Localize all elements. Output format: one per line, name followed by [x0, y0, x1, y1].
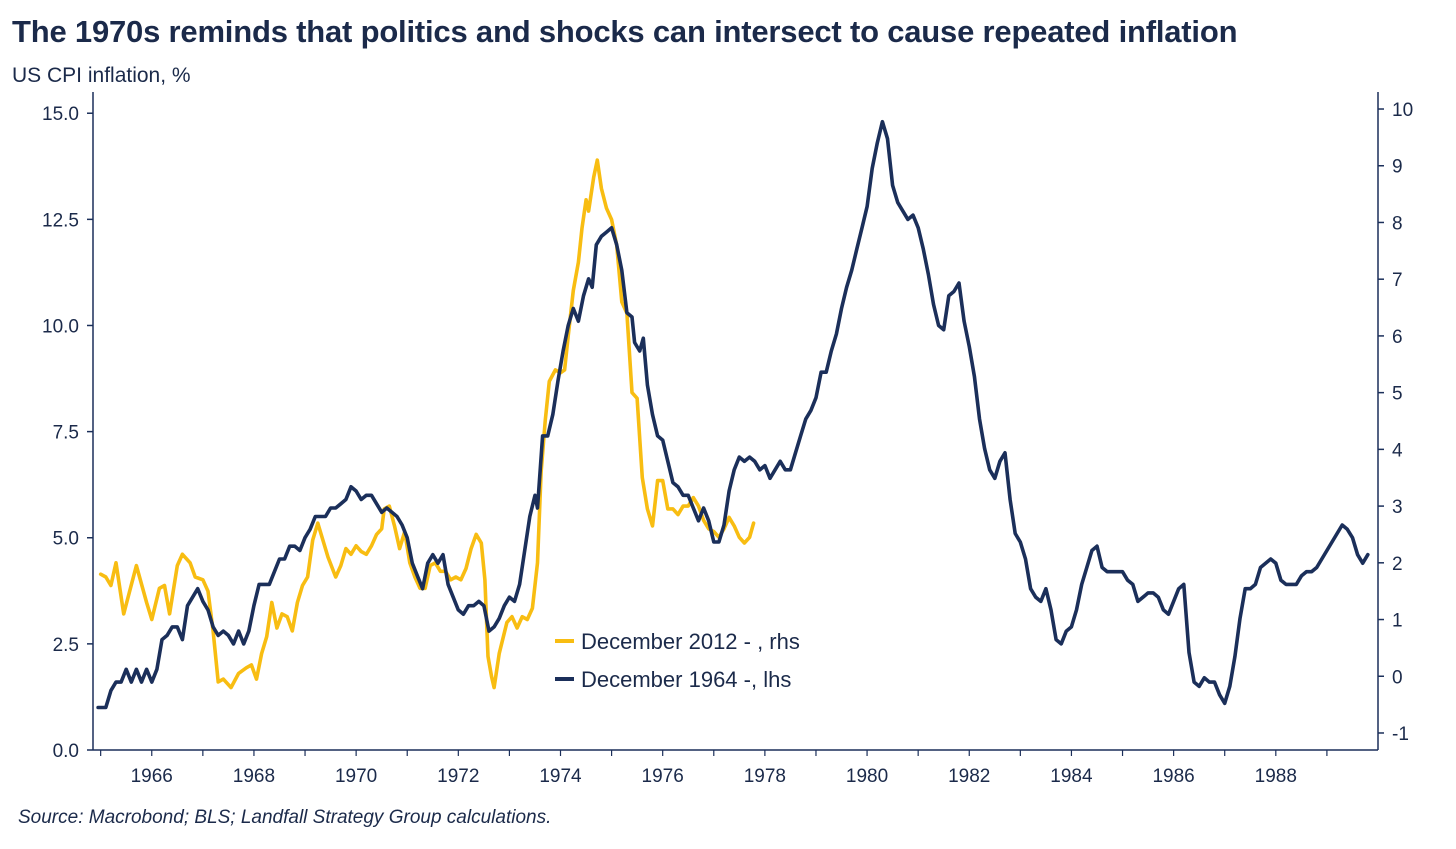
x-tick-label: 1986: [1152, 766, 1194, 787]
y-right-tick-label: 9: [1392, 157, 1403, 178]
y-right-tick-label: 6: [1392, 327, 1403, 348]
x-tick-label: 1966: [131, 766, 173, 787]
y-right-tick-label: 2: [1392, 554, 1403, 575]
x-tick-label: 1988: [1255, 766, 1297, 787]
y-left-tick-label: 0.0: [53, 741, 79, 762]
legend-label: December 1964 -, lhs: [581, 667, 791, 692]
x-tick-label: 1976: [642, 766, 684, 787]
x-tick-label: 1978: [744, 766, 786, 787]
y-right-tick-label: -1: [1392, 724, 1409, 745]
y-right-tick-label: 8: [1392, 213, 1403, 234]
x-tick-label: 1970: [335, 766, 377, 787]
x-tick-label: 1972: [437, 766, 479, 787]
y-right-tick-label: 10: [1392, 100, 1413, 121]
chart-title: The 1970s reminds that politics and shoc…: [12, 14, 1238, 49]
x-tick-label: 1968: [233, 766, 275, 787]
y-left-tick-label: 7.5: [53, 423, 79, 444]
series-line-december-1964-lhs: [96, 119, 1370, 710]
y-left-tick-label: 5.0: [53, 529, 79, 550]
y-left-tick-label: 10.0: [42, 316, 79, 337]
source-note: Source: Macrobond; BLS; Landfall Strateg…: [18, 807, 552, 828]
y-right-tick-label: 7: [1392, 270, 1403, 291]
y-right-tick-label: 0: [1392, 667, 1403, 688]
y-right-tick-label: 3: [1392, 497, 1403, 518]
legend-label: December 2012 - , rhs: [581, 629, 800, 654]
y-left-tick-label: 2.5: [53, 635, 79, 656]
x-tick-label: 1984: [1050, 766, 1093, 787]
x-tick-label: 1974: [539, 766, 582, 787]
x-tick-label: 1980: [846, 766, 888, 787]
x-tick-label: 1982: [948, 766, 990, 787]
chart-axes: 0.0 2.5 5.0 7.5 10.0 12.5 15.0 -1 0 1 2 3 4 5 6 7 8 9 10 19…: [42, 92, 1413, 787]
y-right-tick-label: 5: [1392, 384, 1403, 405]
chart-subtitle: US CPI inflation, %: [12, 64, 191, 87]
y-left-tick-label: 15.0: [42, 104, 79, 125]
y-right-tick-label: 1: [1392, 611, 1403, 632]
y-right-tick-label: 4: [1392, 440, 1403, 461]
series-line-december-2012-rhs: [98, 158, 756, 690]
y-left-tick-label: 12.5: [42, 210, 79, 231]
chart-series: [96, 119, 1370, 710]
chart-legend: December 2012 - , rhs December 1964 -, lh…: [555, 629, 800, 692]
